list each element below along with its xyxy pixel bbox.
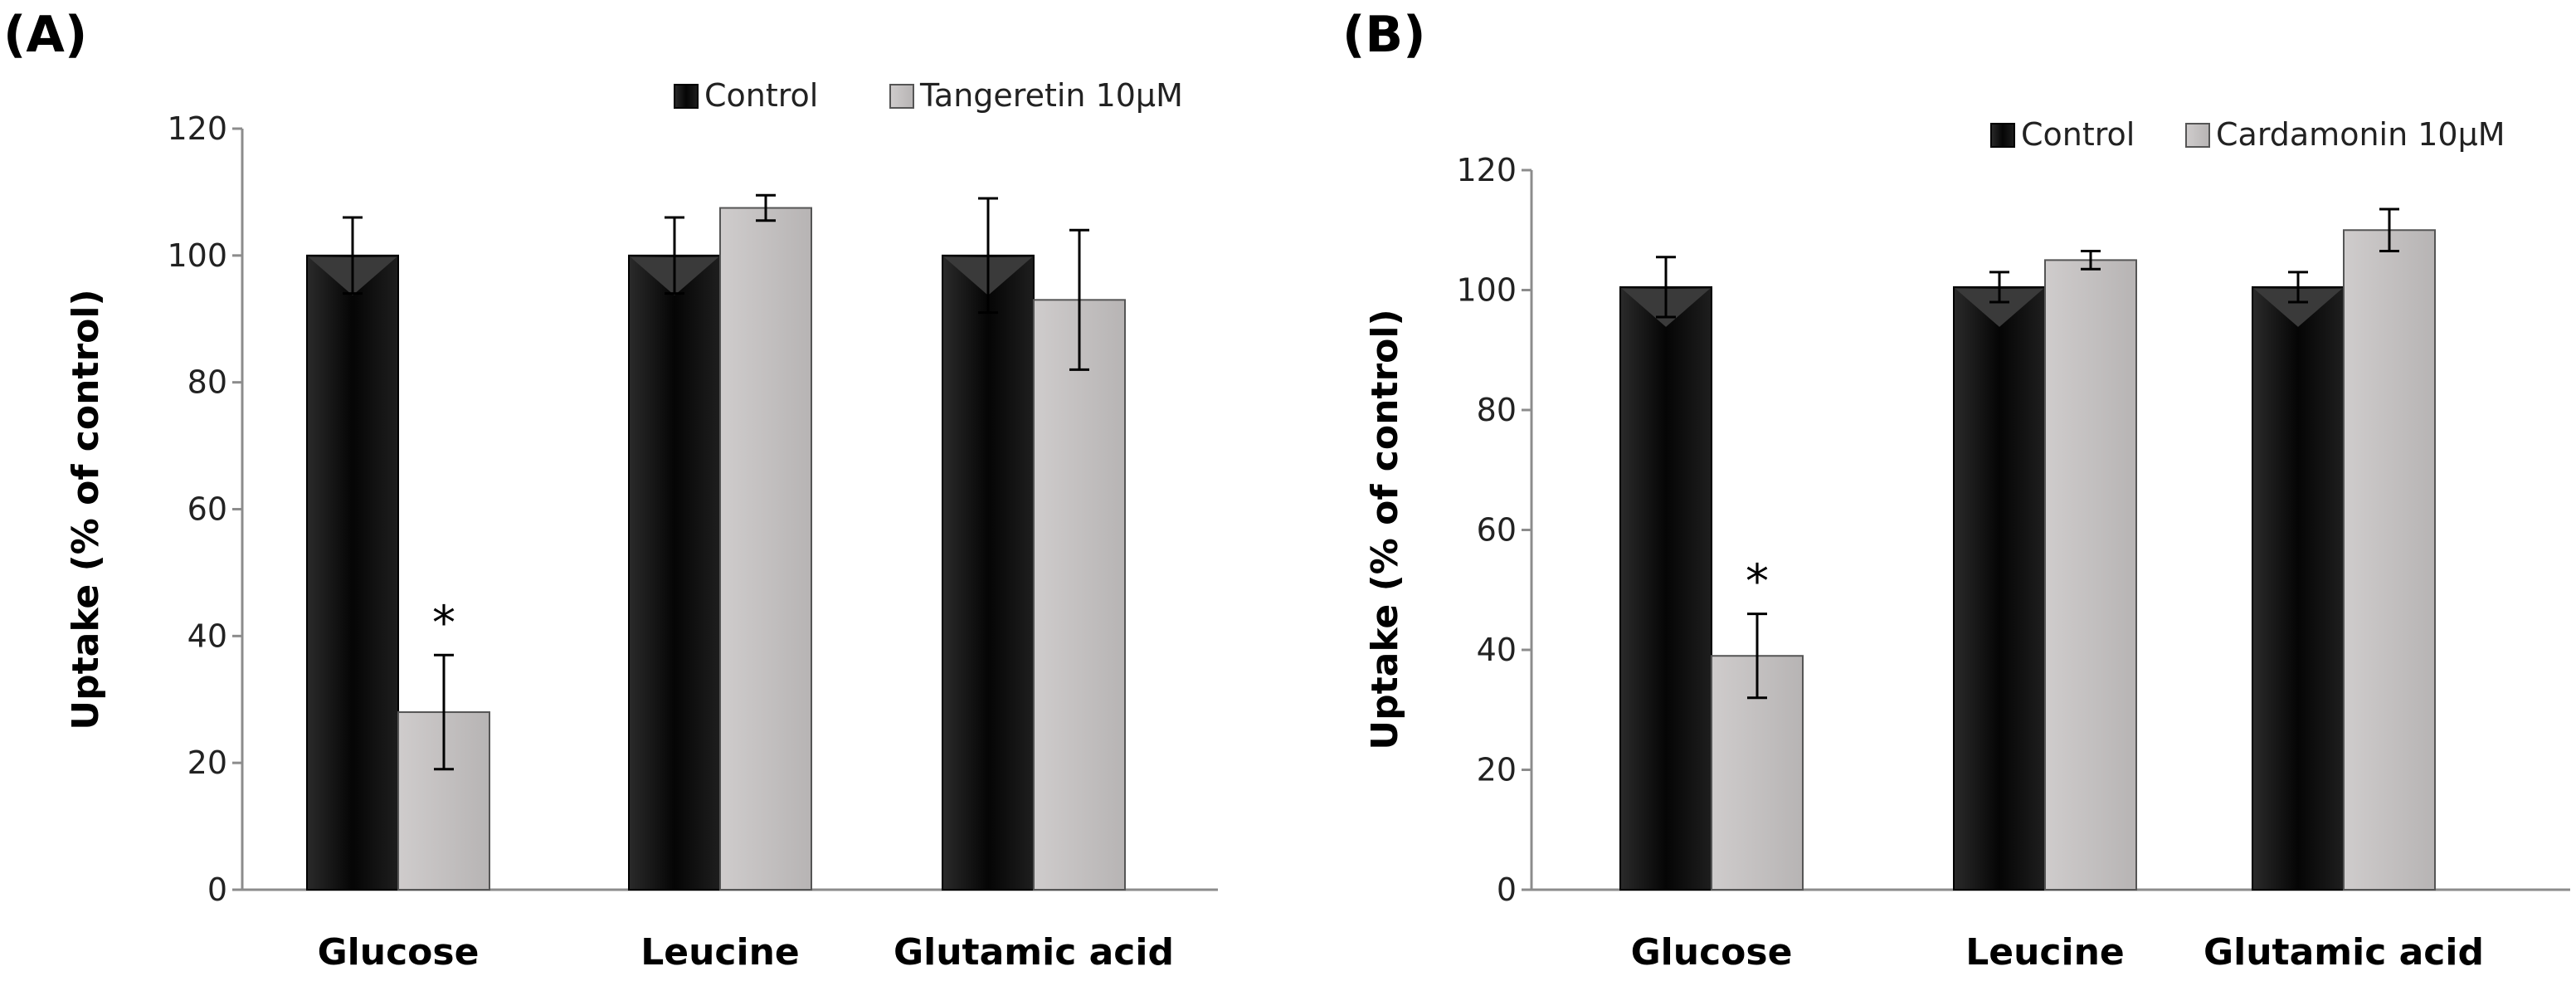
bar-control-glutamic-acid	[2252, 286, 2345, 891]
bar-control-leucine	[1953, 286, 2046, 891]
x-tick-label: Glucose	[318, 931, 480, 974]
significance-star: *	[432, 596, 455, 650]
bar-treatment-glutamic-acid	[1033, 299, 1126, 891]
y-tick-label: 40	[1477, 632, 1517, 668]
x-tick-label: Glutamic acid	[894, 931, 1174, 974]
significance-star: *	[1746, 555, 1769, 609]
bar-bevel	[2254, 288, 2342, 327]
y-tick-label: 0	[1497, 871, 1517, 908]
y-axis-title: Uptake (% of control)	[65, 289, 107, 730]
legend-label-control: Control	[2021, 116, 2135, 153]
bar-treatment-leucine	[2044, 259, 2137, 891]
legend-swatch-treatment	[2185, 123, 2210, 148]
panel-a: (A) 0 20 40 60 80 100 120 Uptake (% of control) G…	[3, 6, 1218, 974]
y-tick-label: 80	[187, 364, 227, 401]
y-tick-label: 120	[167, 110, 227, 147]
y-tick-label: 80	[1477, 392, 1517, 428]
y-axis-title: Uptake (% of control)	[1364, 309, 1406, 749]
legend-label-control: Control	[704, 77, 818, 114]
legend-swatch-control	[1990, 123, 2015, 148]
bar-bevel	[1955, 288, 2043, 327]
panel-b: (B) 0 20 40 60 80 100 120 Uptake (% of control) G…	[1342, 6, 2570, 974]
x-tick-label: Glucose	[1631, 931, 1793, 974]
y-tick-label: 0	[207, 871, 227, 908]
legend-label-treatment: Tangeretin 10µM	[919, 77, 1183, 114]
bar-treatment-glutamic-acid	[2343, 229, 2436, 891]
y-tick-label: 100	[1456, 272, 1517, 309]
y-tick-label: 120	[1456, 152, 1517, 188]
legend-swatch-control	[674, 84, 699, 109]
x-tick-label: Leucine	[640, 931, 800, 974]
bar-control-leucine	[628, 254, 721, 891]
legend-label-treatment: Cardamonin 10µM	[2216, 116, 2505, 153]
bar-control-glucose	[1619, 286, 1712, 891]
legend-swatch-treatment	[889, 84, 914, 109]
y-tick-label: 20	[187, 744, 227, 781]
y-tick-label: 40	[187, 617, 227, 654]
x-tick-label: Glutamic acid	[2203, 931, 2484, 974]
y-tick-label: 60	[1477, 512, 1517, 549]
panel-label: (B)	[1342, 6, 1426, 64]
x-tick-label: Leucine	[1965, 931, 2125, 974]
panel-label: (A)	[3, 6, 87, 64]
bar-control-glutamic-acid	[942, 254, 1035, 891]
bar-control-glucose	[306, 254, 399, 891]
y-tick-label: 20	[1477, 752, 1517, 788]
y-tick-label: 100	[167, 237, 227, 274]
bar-treatment-leucine	[719, 207, 812, 891]
y-tick-label: 60	[187, 491, 227, 528]
